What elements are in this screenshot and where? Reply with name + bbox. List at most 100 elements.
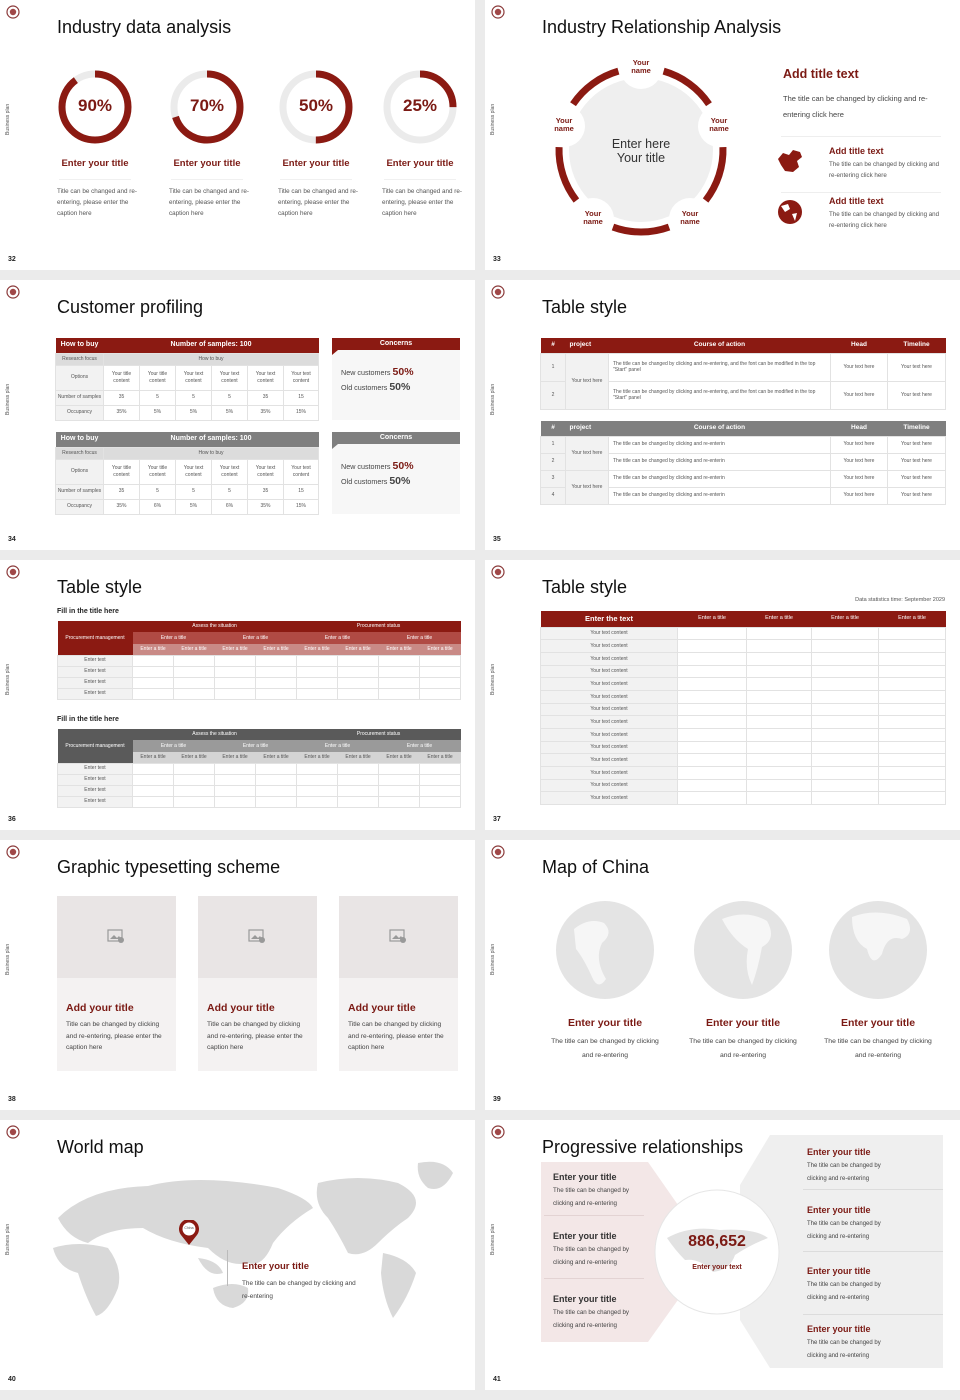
- slide-thumbnail-32[interactable]: Business plan 32 Industry data analysis 90%…: [0, 0, 475, 270]
- table-cell[interactable]: [296, 654, 339, 667]
- table-cell[interactable]: [132, 687, 174, 700]
- table-cell[interactable]: [677, 778, 747, 793]
- table-cell[interactable]: [378, 687, 421, 700]
- slide-thumbnail-41[interactable]: Business plan 41 Progressive relationships…: [485, 1120, 960, 1390]
- table-cell[interactable]: [337, 762, 380, 775]
- table-cell[interactable]: [746, 664, 812, 679]
- table-cell[interactable]: [254, 687, 298, 700]
- table-cell[interactable]: [419, 665, 462, 678]
- table-cell[interactable]: [419, 773, 462, 786]
- table-cell[interactable]: [173, 784, 215, 797]
- table-cell[interactable]: [811, 778, 879, 793]
- table-cell[interactable]: [746, 702, 812, 717]
- table-cell[interactable]: [132, 784, 174, 797]
- table-cell[interactable]: [878, 728, 946, 742]
- table-cell[interactable]: [173, 687, 215, 700]
- table-cell[interactable]: [746, 639, 812, 653]
- table-cell[interactable]: [214, 784, 256, 797]
- slide-thumbnail-39[interactable]: Business plan 39 Map of China Enter your ti…: [485, 840, 960, 1110]
- table-cell[interactable]: [878, 689, 946, 704]
- table-cell[interactable]: [746, 791, 812, 806]
- table-cell[interactable]: [677, 702, 747, 717]
- table-cell[interactable]: [296, 762, 339, 775]
- table-cell[interactable]: [878, 753, 946, 768]
- table-cell[interactable]: [173, 665, 215, 678]
- table-cell[interactable]: [132, 665, 174, 678]
- table-cell[interactable]: [173, 676, 215, 689]
- table-cell[interactable]: [746, 778, 812, 793]
- table-cell[interactable]: [337, 784, 380, 797]
- table-cell[interactable]: [296, 795, 339, 808]
- table-cell[interactable]: [296, 784, 339, 797]
- table-cell[interactable]: [337, 687, 380, 700]
- table-cell[interactable]: [214, 676, 256, 689]
- image-placeholder[interactable]: [57, 896, 176, 978]
- table-cell[interactable]: [878, 766, 946, 780]
- table-cell[interactable]: [337, 665, 380, 678]
- table-cell[interactable]: [254, 784, 298, 797]
- slide-thumbnail-36[interactable]: Business plan 36 Table style Fill in the ti…: [0, 560, 475, 830]
- table-cell[interactable]: [254, 795, 298, 808]
- table-cell[interactable]: [378, 784, 421, 797]
- slide-thumbnail-40[interactable]: Business plan 40 World map China Enter your …: [0, 1120, 475, 1390]
- table-cell[interactable]: [254, 676, 298, 689]
- table-cell[interactable]: [419, 654, 462, 667]
- slide-thumbnail-34[interactable]: Business plan 34 Customer profiling How to …: [0, 280, 475, 550]
- table-cell[interactable]: [677, 677, 747, 691]
- table-cell[interactable]: [677, 740, 747, 755]
- table-cell[interactable]: [677, 766, 747, 780]
- table-cell[interactable]: [419, 795, 462, 808]
- table-cell[interactable]: [746, 753, 812, 768]
- table-cell[interactable]: [337, 795, 380, 808]
- table-cell[interactable]: [378, 773, 421, 786]
- table-cell[interactable]: [378, 654, 421, 667]
- table-cell[interactable]: [214, 773, 256, 786]
- table-cell[interactable]: [296, 773, 339, 786]
- table-cell[interactable]: [878, 677, 946, 691]
- table-cell[interactable]: [677, 626, 747, 641]
- table-cell[interactable]: [677, 689, 747, 704]
- table-cell[interactable]: [419, 676, 462, 689]
- table-cell[interactable]: [214, 687, 256, 700]
- table-cell[interactable]: [746, 715, 812, 729]
- table-cell[interactable]: [811, 766, 879, 780]
- table-cell[interactable]: [811, 689, 879, 704]
- table-cell[interactable]: [746, 689, 812, 704]
- table-cell[interactable]: [132, 762, 174, 775]
- table-cell[interactable]: [378, 762, 421, 775]
- table-cell[interactable]: [746, 677, 812, 691]
- image-placeholder[interactable]: [339, 896, 458, 978]
- table-cell[interactable]: [419, 687, 462, 700]
- table-cell[interactable]: [878, 639, 946, 653]
- table-cell[interactable]: [296, 676, 339, 689]
- table-cell[interactable]: [337, 676, 380, 689]
- table-cell[interactable]: [878, 791, 946, 806]
- table-cell[interactable]: [677, 651, 747, 666]
- table-cell[interactable]: [811, 753, 879, 768]
- table-cell[interactable]: [296, 665, 339, 678]
- table-cell[interactable]: [378, 665, 421, 678]
- table-cell[interactable]: [378, 795, 421, 808]
- table-cell[interactable]: [419, 762, 462, 775]
- table-cell[interactable]: [878, 778, 946, 793]
- table-cell[interactable]: [811, 639, 879, 653]
- table-cell[interactable]: [173, 795, 215, 808]
- table-cell[interactable]: [254, 773, 298, 786]
- table-cell[interactable]: [746, 766, 812, 780]
- slide-thumbnail-35[interactable]: Business plan 35 Table style # project Course…: [485, 280, 960, 550]
- table-cell[interactable]: [811, 728, 879, 742]
- table-cell[interactable]: [811, 702, 879, 717]
- table-cell[interactable]: [254, 665, 298, 678]
- table-cell[interactable]: [677, 753, 747, 768]
- slide-thumbnail-37[interactable]: Business plan 37 Table style Data statistic…: [485, 560, 960, 830]
- table-cell[interactable]: [214, 654, 256, 667]
- image-placeholder[interactable]: [198, 896, 317, 978]
- table-cell[interactable]: [419, 784, 462, 797]
- table-cell[interactable]: [811, 715, 879, 729]
- table-cell[interactable]: [811, 677, 879, 691]
- table-cell[interactable]: [296, 687, 339, 700]
- table-cell[interactable]: [214, 762, 256, 775]
- slide-thumbnail-38[interactable]: Business plan 38 Graphic typesetting schem…: [0, 840, 475, 1110]
- table-cell[interactable]: [132, 654, 174, 667]
- table-cell[interactable]: [677, 639, 747, 653]
